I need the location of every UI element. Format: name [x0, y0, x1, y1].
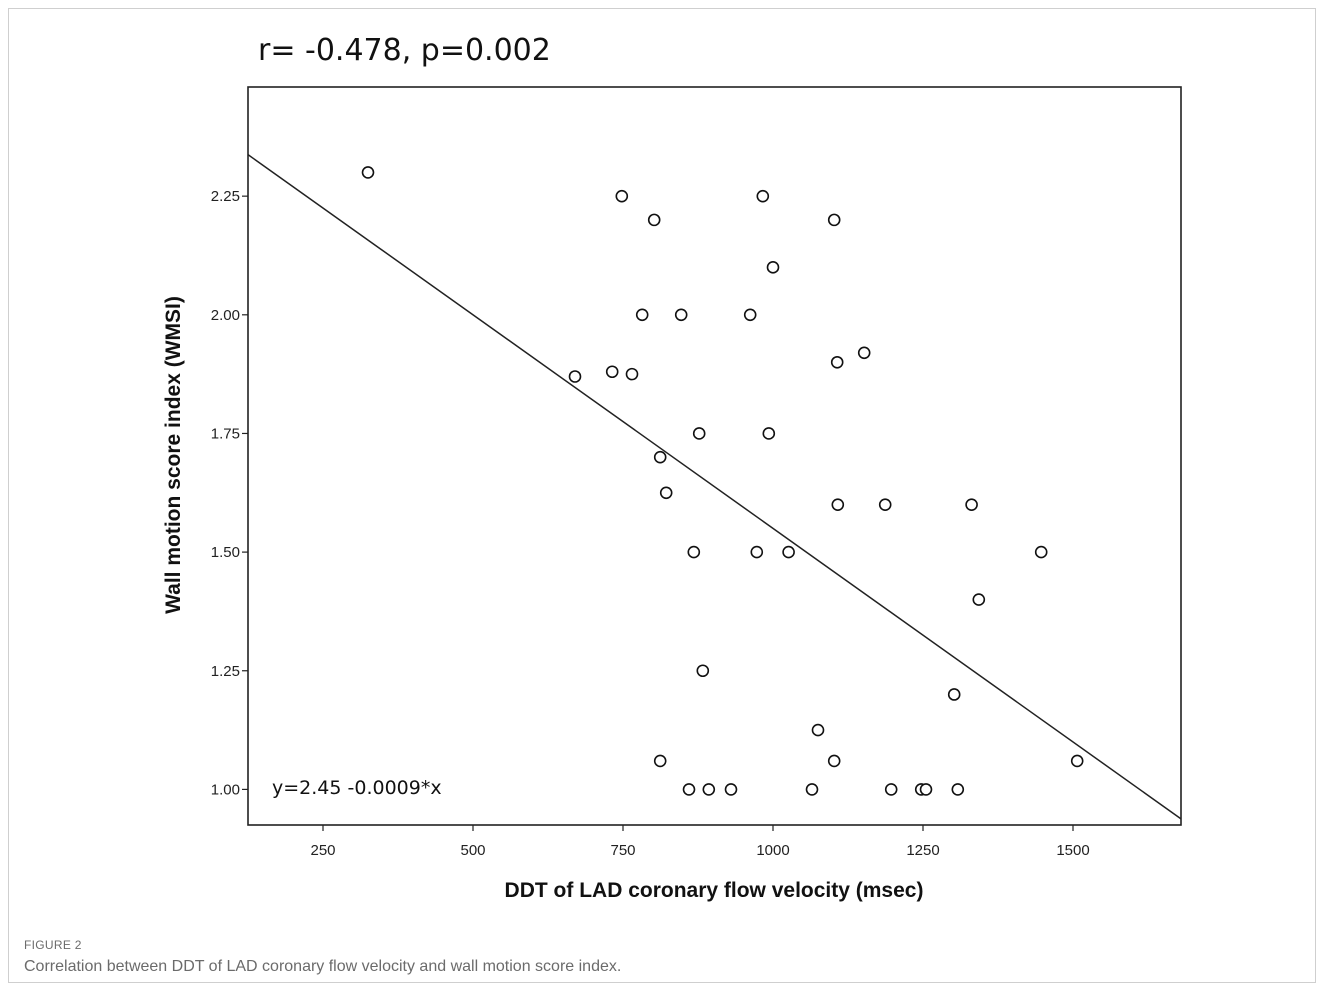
data-point	[361, 166, 375, 179]
x-axis-ticks: 250 500 750 1000 1250 1500	[310, 825, 1090, 859]
data-point	[653, 450, 667, 464]
data-point	[687, 545, 701, 559]
data-point	[830, 355, 844, 369]
y-tick-label: 1.25	[211, 663, 240, 680]
scatter-chart: r= -0.478, p=0.002 250 500 750 1000 1250 1500…	[162, 33, 1182, 902]
data-point	[647, 213, 661, 227]
data-point	[653, 754, 667, 768]
data-point	[702, 783, 716, 796]
data-point	[625, 367, 639, 381]
y-tick-label: 1.00	[211, 781, 240, 798]
data-point	[615, 189, 629, 203]
data-point	[692, 427, 706, 440]
data-point	[696, 664, 710, 678]
y-axis-title: Wall motion score index (WMSI)	[162, 296, 185, 614]
data-point	[762, 427, 776, 440]
data-point	[724, 783, 738, 796]
data-point	[1070, 754, 1084, 768]
x-tick-label: 250	[310, 842, 335, 859]
figure-caption: Correlation between DDT of LAD coronary …	[24, 958, 622, 975]
data-point	[659, 486, 673, 500]
data-point	[682, 783, 696, 796]
data-point	[965, 498, 978, 511]
data-point	[568, 370, 582, 383]
data-point	[878, 498, 892, 511]
y-tick-label: 2.25	[211, 188, 240, 205]
data-point	[811, 723, 825, 737]
y-tick-label: 1.75	[211, 425, 240, 442]
data-point	[827, 754, 841, 768]
x-tick-label: 750	[610, 842, 635, 859]
data-point	[756, 189, 770, 203]
data-point	[743, 308, 757, 322]
y-tick-label: 2.00	[211, 307, 240, 324]
data-point	[1034, 545, 1048, 559]
y-tick-label: 1.50	[211, 544, 240, 561]
data-point	[857, 346, 871, 360]
data-point	[635, 308, 649, 322]
regression-line	[247, 154, 1182, 820]
data-point	[674, 308, 688, 322]
x-tick-label: 1000	[756, 842, 789, 859]
data-point	[827, 213, 841, 227]
x-tick-label: 1500	[1056, 842, 1089, 859]
data-points	[361, 166, 1084, 796]
x-axis-title: DDT of LAD coronary flow velocity (msec)	[505, 879, 924, 902]
data-point	[919, 783, 933, 796]
data-point	[782, 545, 795, 559]
chart-title: r= -0.478, p=0.002	[258, 33, 551, 68]
plot-area	[247, 86, 1182, 826]
x-tick-label: 1250	[906, 842, 939, 859]
data-point	[766, 261, 780, 274]
x-tick-label: 500	[460, 842, 485, 859]
data-point	[951, 783, 965, 796]
data-point	[605, 365, 619, 379]
data-point	[750, 545, 764, 559]
figure-label: FIGURE 2	[24, 938, 82, 952]
regression-equation: y=2.45 -0.0009*x	[272, 777, 442, 799]
y-axis-ticks: 1.00 1.25 1.50 1.75 2.00 2.25	[211, 188, 248, 798]
data-point	[831, 498, 845, 511]
data-point	[972, 593, 986, 606]
data-point	[884, 783, 898, 796]
data-point	[805, 783, 819, 796]
data-point	[947, 688, 961, 701]
